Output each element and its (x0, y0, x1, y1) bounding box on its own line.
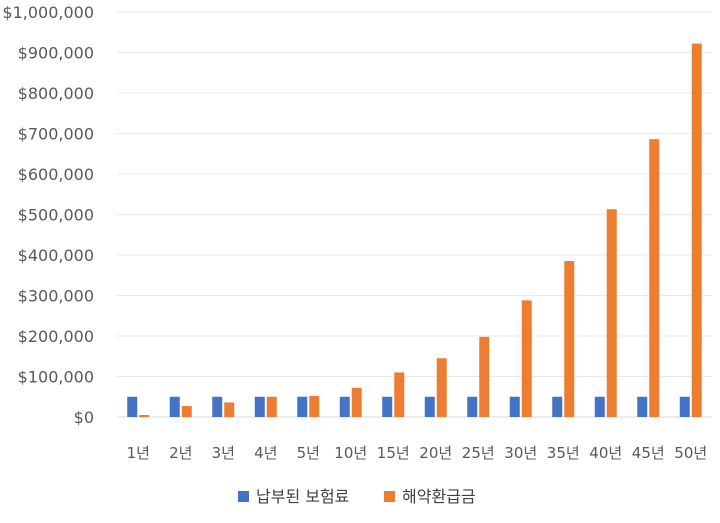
bar-surrender-2 (224, 402, 235, 417)
bar-surrender-11 (606, 209, 617, 417)
bar-premium-4 (297, 396, 308, 417)
bar-premium-1 (169, 396, 180, 417)
y-tick-label: $300,000 (18, 287, 94, 306)
gridlines (117, 11, 712, 418)
x-tick-label: 1년 (127, 444, 150, 462)
x-tick-label: 4년 (254, 444, 277, 462)
legend-label: 납부된 보험료 (256, 487, 349, 506)
x-tick-label: 35년 (547, 444, 580, 462)
bar-surrender-7 (436, 358, 447, 417)
legend-swatch (238, 491, 249, 502)
bar-surrender-10 (564, 261, 575, 417)
bar-surrender-13 (691, 43, 702, 418)
x-tick-label: 25년 (462, 444, 495, 462)
bar-premium-3 (254, 396, 265, 417)
bar-premium-9 (509, 396, 520, 417)
bar-premium-8 (467, 396, 478, 417)
y-tick-label: $400,000 (18, 246, 94, 265)
x-tick-label: 45년 (632, 444, 665, 462)
x-tick-label: 3년 (212, 444, 235, 462)
bar-premium-6 (382, 396, 393, 417)
y-tick-label: $700,000 (18, 125, 94, 144)
legend-label: 해약환급금 (402, 487, 476, 506)
y-axis-tick-labels: $0 $100,000 $200,000 $300,000 $400,000 $500,0… (2, 3, 94, 427)
bar-premium-5 (339, 396, 350, 417)
y-tick-label: $100,000 (18, 368, 94, 387)
x-tick-label: 5년 (297, 444, 320, 462)
x-tick-label: 2년 (169, 444, 192, 462)
x-tick-label: 50년 (674, 444, 707, 462)
x-tick-label: 20년 (419, 444, 452, 462)
bar-surrender-6 (394, 372, 405, 417)
x-axis-tick-labels: 1년 2년 3년 4년 5년 10년 15년 20년 25년 30년 35년 40년 45년 50년 (127, 444, 708, 462)
bar-surrender-3 (266, 396, 277, 417)
bar-surrender-0 (139, 414, 150, 417)
bar-premium-12 (637, 396, 648, 417)
legend: 납부된 보험료 해약환급금 (238, 487, 476, 506)
bar-premium-13 (679, 396, 690, 417)
y-tick-label: $500,000 (18, 206, 94, 225)
bar-premium-11 (594, 396, 605, 417)
y-tick-label: $1,000,000 (2, 3, 94, 22)
y-tick-label: $600,000 (18, 165, 94, 184)
bar-premium-10 (552, 396, 563, 417)
x-tick-label: 10년 (334, 444, 367, 462)
y-tick-label: $0 (74, 408, 94, 427)
bar-surrender-9 (521, 300, 532, 417)
bar-premium-0 (127, 396, 138, 417)
x-tick-label: 30년 (504, 444, 537, 462)
bar-premium-2 (212, 396, 223, 417)
y-tick-label: $800,000 (18, 84, 94, 103)
bars (127, 43, 702, 418)
y-tick-label: $900,000 (18, 44, 94, 63)
bar-premium-7 (424, 396, 435, 417)
bar-surrender-1 (181, 406, 192, 417)
bar-surrender-8 (479, 336, 490, 417)
legend-swatch (384, 491, 395, 502)
bar-surrender-5 (351, 387, 362, 417)
y-tick-label: $200,000 (18, 327, 94, 346)
x-tick-label: 15년 (377, 444, 410, 462)
x-tick-label: 40년 (589, 444, 622, 462)
bar-surrender-12 (649, 139, 660, 418)
bar-surrender-4 (309, 395, 320, 417)
